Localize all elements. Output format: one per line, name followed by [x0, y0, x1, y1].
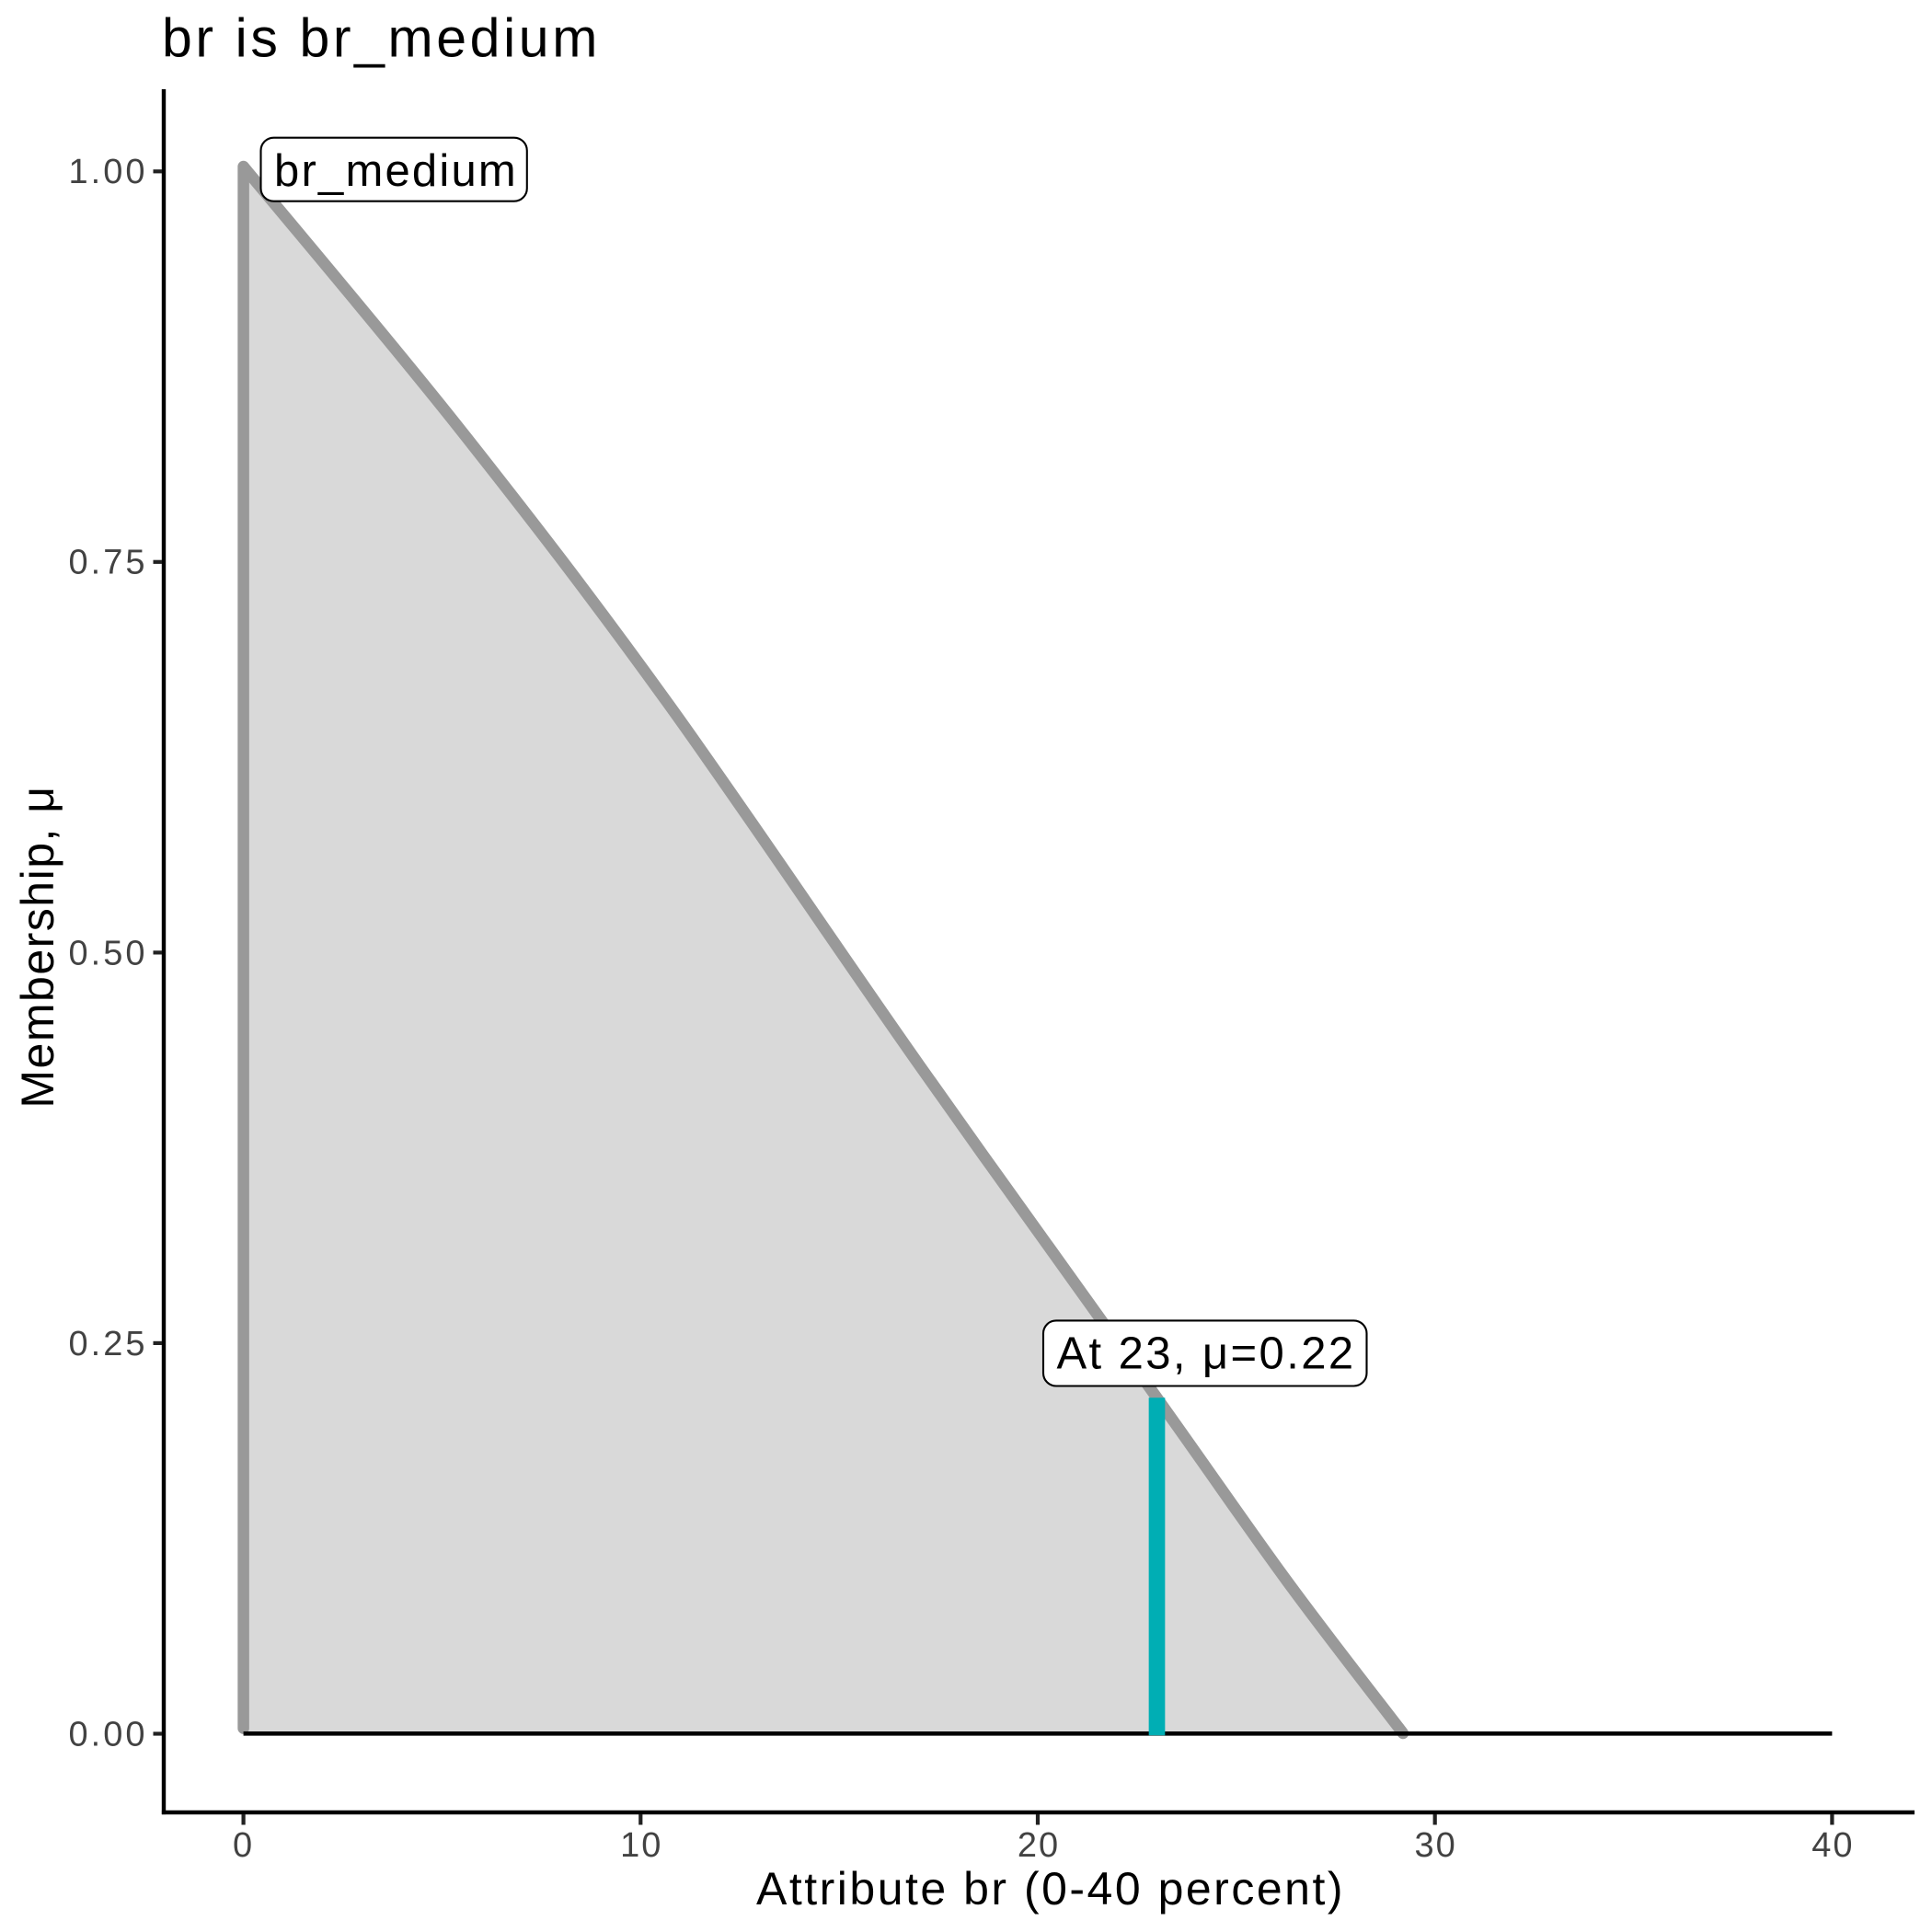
svg-text:br_medium: br_medium [274, 146, 518, 196]
svg-text:br is br_medium: br is br_medium [162, 8, 601, 69]
svg-text:40: 40 [1811, 1826, 1854, 1865]
svg-text:20: 20 [1018, 1826, 1060, 1865]
svg-text:10: 10 [620, 1826, 662, 1865]
svg-text:0: 0 [233, 1826, 254, 1865]
svg-text:0.00: 0.00 [69, 1715, 148, 1754]
svg-text:0.50: 0.50 [69, 934, 148, 972]
svg-text:Attribute br (0-40 percent): Attribute br (0-40 percent) [756, 1863, 1345, 1915]
svg-text:0.75: 0.75 [69, 544, 148, 582]
svg-text:At 23, μ=0.22: At 23, μ=0.22 [1056, 1329, 1355, 1379]
svg-text:1.00: 1.00 [69, 153, 148, 191]
svg-text:Membership, μ: Membership, μ [12, 785, 63, 1108]
svg-text:30: 30 [1415, 1826, 1457, 1865]
svg-text:0.25: 0.25 [69, 1325, 148, 1363]
